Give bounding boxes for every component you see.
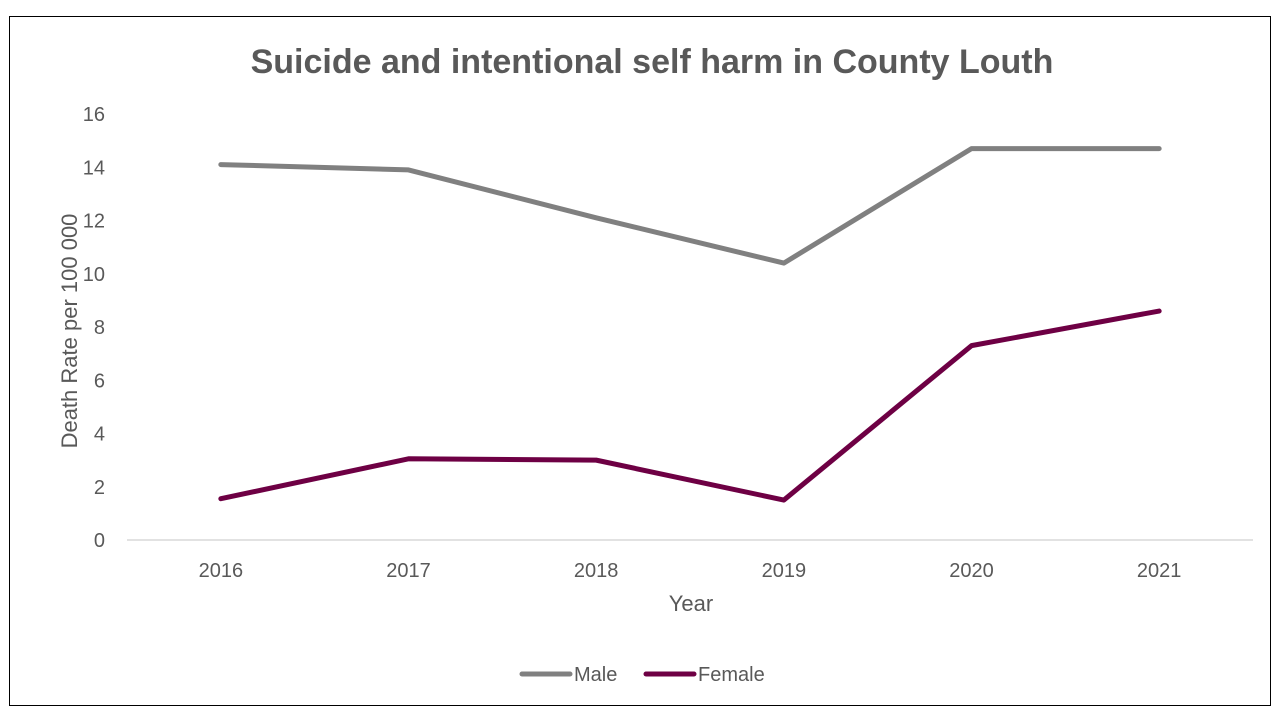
y-tick-label: 2 xyxy=(94,477,105,499)
chart-frame: Suicide and intentional self harm in Cou… xyxy=(9,16,1271,706)
line-chart: Suicide and intentional self harm in Cou… xyxy=(57,43,1253,686)
y-tick-label: 14 xyxy=(83,157,105,179)
x-tick-label: 2018 xyxy=(574,560,619,582)
y-tick-label: 4 xyxy=(94,424,105,446)
x-tick-label: 2016 xyxy=(199,560,244,582)
x-tick-label: 2020 xyxy=(949,560,994,582)
legend: Male Female xyxy=(519,664,765,686)
x-tick-label: 2017 xyxy=(386,560,431,582)
y-axis-title: Death Rate per 100 000 xyxy=(57,214,82,449)
x-tick-label: 2021 xyxy=(1137,560,1182,582)
y-tick-label: 0 xyxy=(94,530,105,552)
legend-label-female: Female xyxy=(698,664,765,686)
series-lines xyxy=(218,146,1162,503)
legend-label-male: Male xyxy=(574,664,617,686)
x-axis-title: Year xyxy=(669,591,713,616)
y-tick-label: 12 xyxy=(83,211,105,233)
y-tick-label: 16 xyxy=(83,104,105,126)
y-tick-label: 10 xyxy=(83,264,105,286)
series-line-female xyxy=(218,308,1162,503)
chart-title: Suicide and intentional self harm in Cou… xyxy=(251,43,1054,81)
y-tick-labels: 0 2 4 6 8 10 12 14 16 xyxy=(83,104,105,552)
x-tick-labels: 2016 2017 2018 2019 2020 2021 xyxy=(199,560,1182,582)
series-line-male xyxy=(218,146,1162,266)
x-tick-label: 2019 xyxy=(762,560,807,582)
y-tick-label: 6 xyxy=(94,370,105,392)
y-tick-label: 8 xyxy=(94,317,105,339)
